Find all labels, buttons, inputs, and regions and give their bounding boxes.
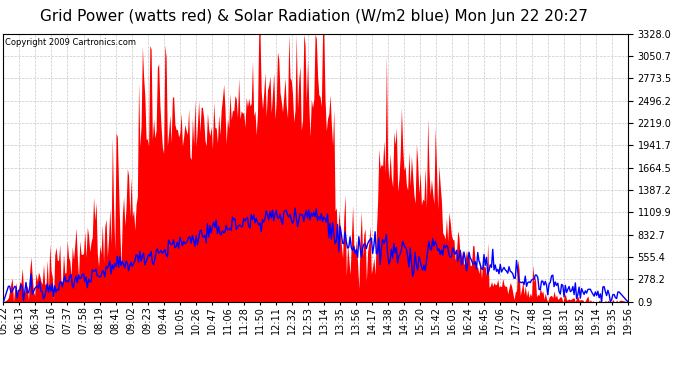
Text: Copyright 2009 Cartronics.com: Copyright 2009 Cartronics.com [5, 38, 136, 47]
Text: Grid Power (watts red) & Solar Radiation (W/m2 blue) Mon Jun 22 20:27: Grid Power (watts red) & Solar Radiation… [40, 9, 588, 24]
